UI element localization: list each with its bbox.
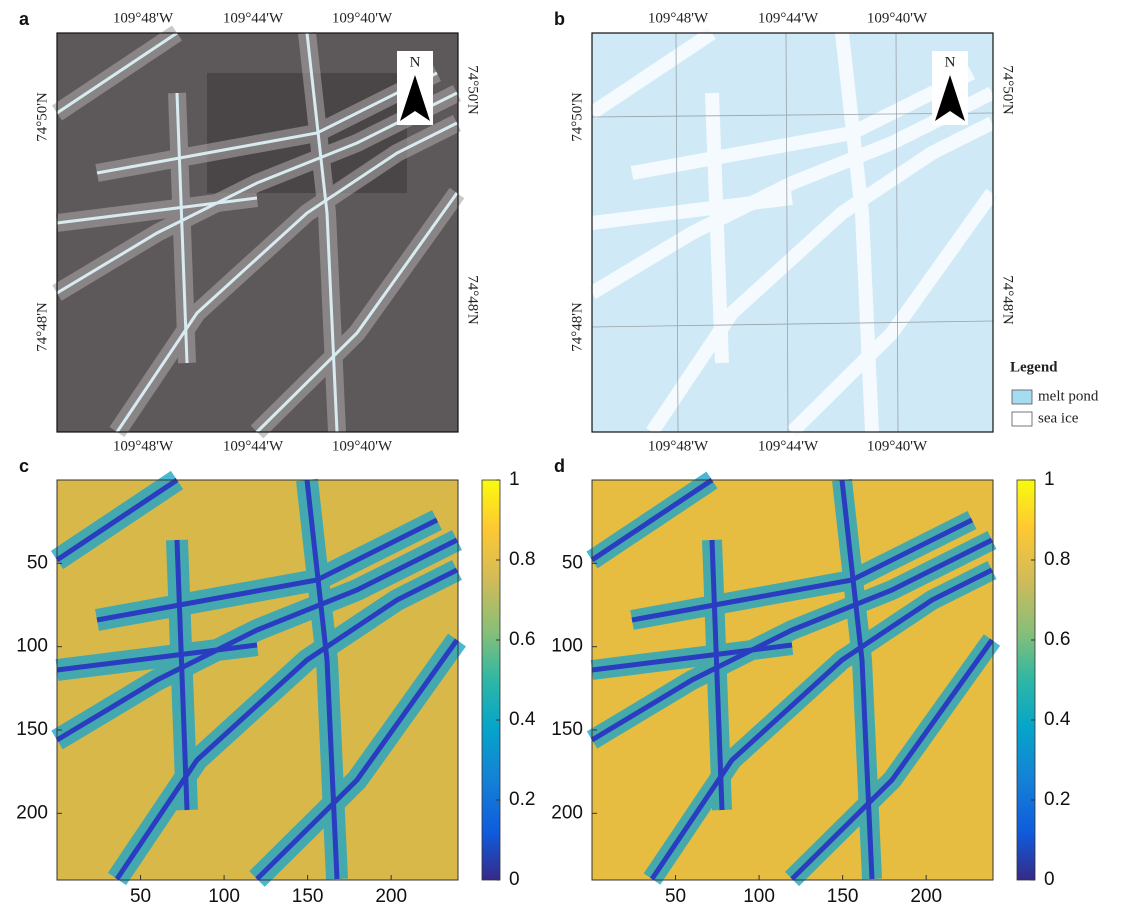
y-tick-label: 200 (16, 802, 48, 823)
left-tick-label: 74°48'N (569, 302, 585, 352)
x-tick-label: 100 (208, 886, 240, 907)
right-tick-label: 74°50'N (465, 65, 481, 115)
bottom-tick-label: 109°48'W (648, 438, 709, 454)
panel-label: b (554, 9, 565, 29)
panel-label: a (19, 9, 30, 29)
top-tick-label: 109°44'W (223, 10, 284, 26)
top-tick-label: 109°44'W (758, 10, 819, 26)
x-tick-label: 200 (910, 886, 942, 907)
colorbar-tick-label: 0.2 (1044, 789, 1070, 810)
legend-title: Legend (1010, 359, 1058, 375)
x-tick-label: 100 (743, 886, 775, 907)
legend-swatch (1012, 412, 1032, 426)
colorbar-tick-label: 0.8 (509, 549, 535, 570)
left-tick-label: 74°50'N (569, 92, 585, 142)
colorbar-tick-label: 1 (509, 469, 520, 490)
x-tick-label: 200 (375, 886, 407, 907)
left-tick-label: 74°50'N (34, 92, 50, 142)
top-tick-label: 109°40'W (332, 10, 393, 26)
north-label: N (410, 54, 421, 70)
colorbar-tick-label: 0.8 (1044, 549, 1070, 570)
x-tick-label: 150 (827, 886, 859, 907)
legend-label: sea ice (1038, 410, 1079, 426)
panel-label: c (19, 456, 29, 476)
colorbar-tick-label: 0.4 (1044, 709, 1071, 730)
colorbar (482, 480, 500, 880)
y-tick-label: 50 (562, 552, 583, 573)
y-tick-label: 100 (551, 636, 583, 657)
legend-label: melt pond (1038, 388, 1099, 404)
colorbar-tick-label: 0.4 (509, 709, 536, 730)
north-label: N (945, 54, 956, 70)
bottom-tick-label: 109°48'W (113, 438, 174, 454)
x-tick-label: 50 (665, 886, 686, 907)
colorbar-tick-label: 0 (1044, 869, 1055, 890)
bottom-tick-label: 109°44'W (758, 438, 819, 454)
right-tick-label: 74°50'N (1000, 65, 1016, 115)
x-tick-label: 150 (292, 886, 324, 907)
y-tick-label: 100 (16, 636, 48, 657)
bottom-tick-label: 109°40'W (332, 438, 393, 454)
left-tick-label: 74°48'N (34, 302, 50, 352)
panel-label: d (554, 456, 565, 476)
heatmap-image (57, 480, 458, 880)
legend-swatch (1012, 390, 1032, 404)
right-tick-label: 74°48'N (465, 275, 481, 325)
y-tick-label: 150 (551, 719, 583, 740)
heatmap-image (592, 480, 993, 880)
colorbar-tick-label: 0.2 (509, 789, 535, 810)
colorbar-tick-label: 1 (1044, 469, 1055, 490)
colorbar-tick-label: 0 (509, 869, 520, 890)
y-tick-label: 200 (551, 802, 583, 823)
y-tick-label: 50 (27, 552, 48, 573)
figure: a 109°48'W 109°44'W 109°40'W 109°48'W 109°44'… (0, 0, 1133, 915)
y-tick-label: 150 (16, 719, 48, 740)
colorbar-tick-label: 0.6 (1044, 629, 1070, 650)
top-tick-label: 109°48'W (113, 10, 174, 26)
colorbar-tick-label: 0.6 (509, 629, 535, 650)
right-tick-label: 74°48'N (1000, 275, 1016, 325)
bottom-tick-label: 109°44'W (223, 438, 284, 454)
bottom-tick-label: 109°40'W (867, 438, 928, 454)
top-tick-label: 109°48'W (648, 10, 709, 26)
x-tick-label: 50 (130, 886, 151, 907)
colorbar (1017, 480, 1035, 880)
top-tick-label: 109°40'W (867, 10, 928, 26)
